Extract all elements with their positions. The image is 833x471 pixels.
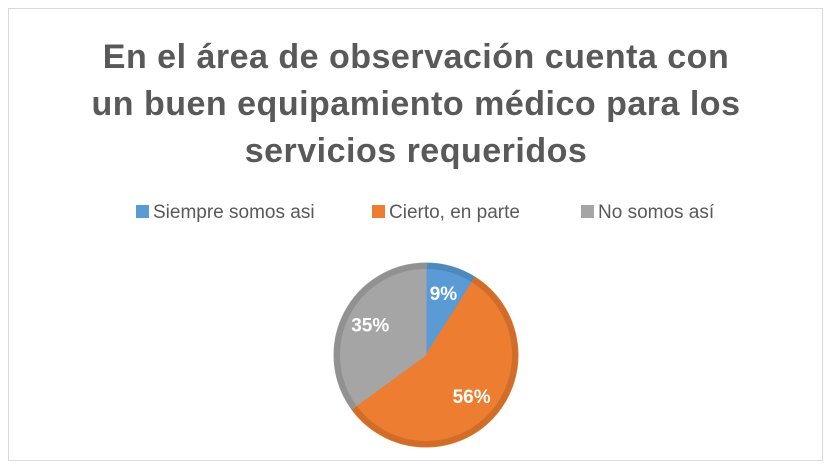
data-label: 35%: [351, 316, 389, 337]
chart-frame: [8, 8, 823, 461]
legend-label: No somos así: [598, 202, 715, 223]
legend-swatch: [136, 205, 149, 218]
pie-slice-bevel: [425, 263, 476, 283]
legend-swatch: [372, 205, 385, 218]
chart-title: En el área de observación cuenta con un …: [91, 38, 741, 170]
pie-slice-bevel: [351, 277, 518, 447]
pie-slice: [350, 276, 519, 448]
data-label: 56%: [453, 387, 491, 408]
pie-slice: [333, 262, 427, 410]
legend-label: Cierto, en parte: [389, 202, 520, 223]
legend-label: Siempre somos asi: [153, 202, 315, 223]
legend-swatch: [581, 205, 594, 218]
pie-slice-bevel: [334, 263, 427, 410]
data-label: 9%: [430, 284, 458, 305]
